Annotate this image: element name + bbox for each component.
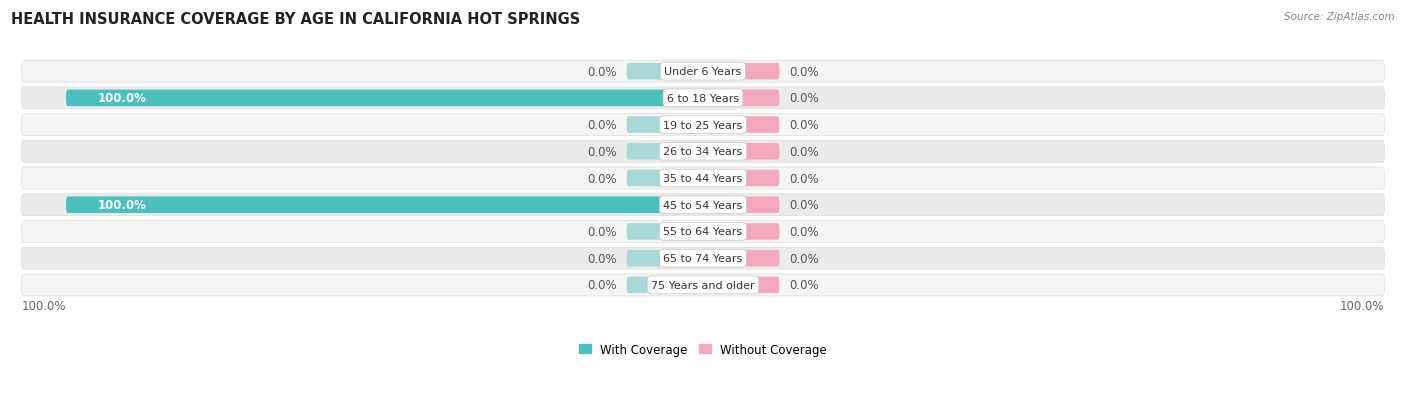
FancyBboxPatch shape: [21, 274, 1385, 296]
Text: 0.0%: 0.0%: [789, 279, 818, 292]
Text: 0.0%: 0.0%: [588, 225, 617, 238]
FancyBboxPatch shape: [703, 117, 779, 133]
FancyBboxPatch shape: [627, 250, 703, 267]
FancyBboxPatch shape: [21, 195, 1385, 216]
Text: Source: ZipAtlas.com: Source: ZipAtlas.com: [1284, 12, 1395, 22]
FancyBboxPatch shape: [66, 197, 703, 214]
Text: 0.0%: 0.0%: [789, 172, 818, 185]
FancyBboxPatch shape: [627, 223, 703, 240]
FancyBboxPatch shape: [627, 170, 703, 187]
Text: 55 to 64 Years: 55 to 64 Years: [664, 227, 742, 237]
Text: 100.0%: 100.0%: [98, 92, 146, 105]
FancyBboxPatch shape: [703, 170, 779, 187]
Text: 0.0%: 0.0%: [789, 145, 818, 159]
FancyBboxPatch shape: [703, 64, 779, 80]
FancyBboxPatch shape: [703, 250, 779, 267]
FancyBboxPatch shape: [66, 90, 703, 107]
Text: 0.0%: 0.0%: [588, 66, 617, 78]
FancyBboxPatch shape: [627, 117, 703, 133]
Text: 0.0%: 0.0%: [789, 66, 818, 78]
Text: 0.0%: 0.0%: [789, 199, 818, 212]
Text: 0.0%: 0.0%: [789, 119, 818, 132]
Text: 100.0%: 100.0%: [98, 199, 146, 212]
Text: Under 6 Years: Under 6 Years: [665, 67, 741, 77]
Text: 65 to 74 Years: 65 to 74 Years: [664, 254, 742, 263]
FancyBboxPatch shape: [627, 277, 703, 294]
FancyBboxPatch shape: [627, 144, 703, 160]
FancyBboxPatch shape: [21, 61, 1385, 83]
FancyBboxPatch shape: [703, 144, 779, 160]
Text: 0.0%: 0.0%: [588, 252, 617, 265]
Text: HEALTH INSURANCE COVERAGE BY AGE IN CALIFORNIA HOT SPRINGS: HEALTH INSURANCE COVERAGE BY AGE IN CALI…: [11, 12, 581, 27]
Text: 0.0%: 0.0%: [789, 225, 818, 238]
Text: 26 to 34 Years: 26 to 34 Years: [664, 147, 742, 157]
FancyBboxPatch shape: [21, 114, 1385, 136]
FancyBboxPatch shape: [703, 223, 779, 240]
Text: 6 to 18 Years: 6 to 18 Years: [666, 94, 740, 104]
Text: 100.0%: 100.0%: [21, 299, 66, 313]
Text: 0.0%: 0.0%: [789, 92, 818, 105]
Text: 75 Years and older: 75 Years and older: [651, 280, 755, 290]
Text: 35 to 44 Years: 35 to 44 Years: [664, 173, 742, 184]
FancyBboxPatch shape: [703, 90, 779, 107]
Text: 19 to 25 Years: 19 to 25 Years: [664, 120, 742, 130]
FancyBboxPatch shape: [21, 168, 1385, 190]
Text: 100.0%: 100.0%: [1340, 299, 1385, 313]
Legend: With Coverage, Without Coverage: With Coverage, Without Coverage: [574, 338, 832, 361]
FancyBboxPatch shape: [703, 277, 779, 294]
FancyBboxPatch shape: [21, 141, 1385, 163]
Text: 0.0%: 0.0%: [588, 145, 617, 159]
Text: 0.0%: 0.0%: [588, 119, 617, 132]
FancyBboxPatch shape: [703, 197, 779, 214]
Text: 45 to 54 Years: 45 to 54 Years: [664, 200, 742, 210]
FancyBboxPatch shape: [21, 221, 1385, 243]
Text: 0.0%: 0.0%: [588, 172, 617, 185]
FancyBboxPatch shape: [21, 88, 1385, 109]
FancyBboxPatch shape: [21, 248, 1385, 269]
Text: 0.0%: 0.0%: [588, 279, 617, 292]
FancyBboxPatch shape: [627, 64, 703, 80]
Text: 0.0%: 0.0%: [789, 252, 818, 265]
